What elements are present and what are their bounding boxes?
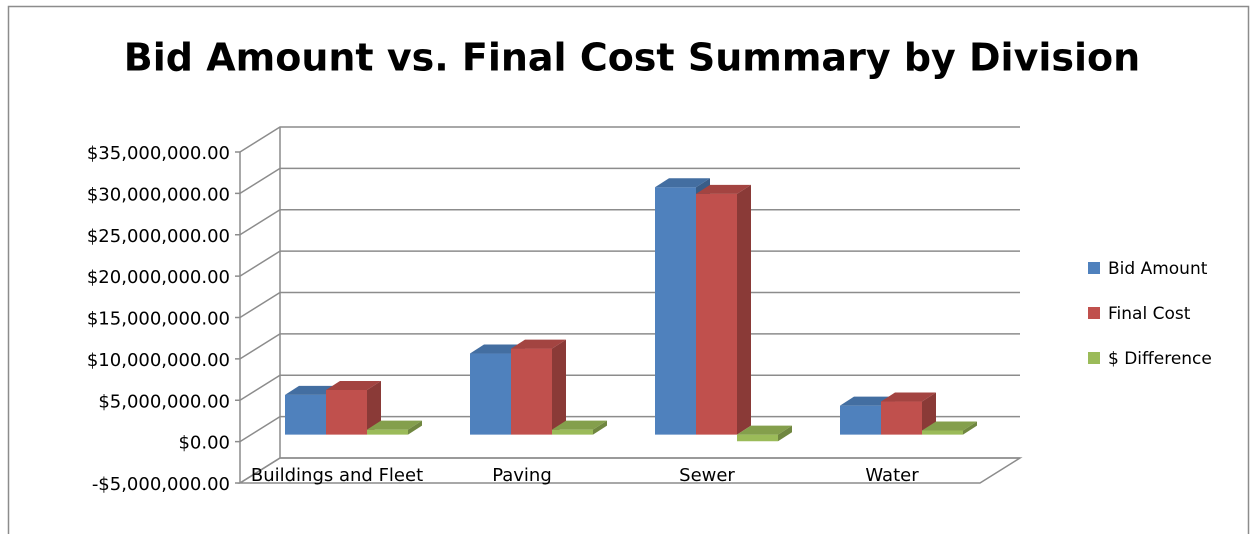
y-tick-label: $15,000,000.00 xyxy=(87,309,230,330)
x-tick-label-box: Water xyxy=(865,465,919,486)
bar-front xyxy=(326,389,367,435)
grid-line xyxy=(239,209,1020,236)
grid-line xyxy=(239,374,1020,401)
x-tick-label: Sewer xyxy=(679,465,735,486)
grid-line xyxy=(239,250,1020,277)
grid-line xyxy=(239,126,1020,153)
bar xyxy=(326,380,381,435)
grid-line xyxy=(239,291,1020,319)
legend-label: Bid Amount xyxy=(1108,259,1208,279)
y-tick-label: $0.00 xyxy=(178,433,230,454)
bar-front xyxy=(470,353,511,435)
legend-swatch xyxy=(1088,352,1100,364)
bar-top xyxy=(367,420,422,430)
legend-label: Final Cost xyxy=(1108,304,1191,324)
bar-front xyxy=(552,429,593,435)
bar xyxy=(737,425,792,442)
bar-side xyxy=(408,420,422,435)
legend-swatch xyxy=(1088,262,1100,274)
bar-top xyxy=(696,184,751,194)
bar-top xyxy=(737,425,792,435)
bar xyxy=(881,392,936,435)
bar-top xyxy=(552,420,607,430)
bar-front xyxy=(922,430,963,435)
bar-side xyxy=(737,184,751,435)
y-tick-label: $30,000,000.00 xyxy=(87,184,230,205)
bar-front xyxy=(881,401,922,435)
bar-side xyxy=(778,425,792,442)
bar-front xyxy=(840,405,881,435)
x-tick-label: Water xyxy=(865,465,919,486)
x-tick-label-box: Buildings and Fleet xyxy=(250,465,424,486)
y-tick-label: $10,000,000.00 xyxy=(87,350,230,371)
bar-front xyxy=(511,348,552,435)
legend-swatch xyxy=(1088,307,1100,319)
bar-top xyxy=(922,421,977,431)
x-tick-label: Paving xyxy=(492,465,552,486)
bar xyxy=(367,420,422,435)
bar-side xyxy=(367,380,381,435)
y-tick-label: $5,000,000.00 xyxy=(98,391,230,412)
y-tick-label: $35,000,000.00 xyxy=(87,143,230,164)
y-tick-label: $20,000,000.00 xyxy=(87,267,230,288)
x-tick-label: Buildings and Fleet xyxy=(250,465,424,486)
grid-line xyxy=(239,457,1020,484)
x-tick-label-box: Sewer xyxy=(679,465,735,486)
chart-border xyxy=(7,5,1250,539)
bar xyxy=(552,420,607,435)
bar-front xyxy=(737,434,778,442)
chart-title: Bid Amount vs. Final Cost Summary by Div… xyxy=(124,36,1140,80)
grid-line xyxy=(239,333,1020,360)
legend-label: $ Difference xyxy=(1108,349,1212,369)
bar-top xyxy=(511,339,566,349)
bar-side xyxy=(963,421,977,435)
bar-side xyxy=(552,339,566,435)
bar-front xyxy=(696,193,737,435)
bar-top xyxy=(655,178,710,188)
bar-top xyxy=(326,380,381,390)
bar-front xyxy=(655,187,696,435)
bar xyxy=(922,421,977,435)
grid-line xyxy=(239,415,1020,443)
bar-front xyxy=(367,429,408,435)
x-tick-label-box: Paving xyxy=(492,465,552,486)
y-tick-label: -$5,000,000.00 xyxy=(92,474,230,495)
bar-front xyxy=(285,394,326,435)
y-tick-label: $25,000,000.00 xyxy=(87,226,230,247)
bar-side xyxy=(593,420,607,435)
bar xyxy=(511,339,566,435)
grid-line xyxy=(239,167,1020,195)
bar xyxy=(696,184,751,435)
bar-top xyxy=(881,392,936,402)
